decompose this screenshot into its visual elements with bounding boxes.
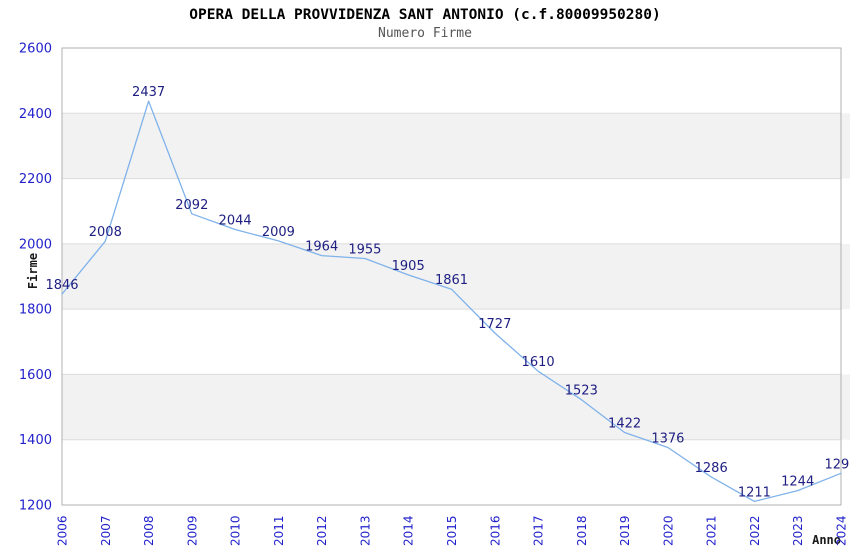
data-label: 1286 [695, 461, 728, 476]
x-tick-label: 2007 [99, 515, 113, 546]
data-label: 1964 [305, 240, 338, 255]
data-line [61, 100, 842, 503]
x-tick-label: 2015 [445, 515, 459, 546]
x-tick-label: 2020 [661, 515, 675, 546]
x-tick-label: 2009 [185, 515, 199, 546]
x-tick-label: 2014 [402, 515, 416, 546]
data-label: 2437 [132, 85, 165, 100]
data-label: 2044 [219, 214, 252, 229]
data-label: 1376 [651, 432, 684, 447]
shaded-band [62, 113, 850, 179]
y-tick-label: 2600 [19, 42, 52, 57]
shaded-band [62, 243, 850, 310]
x-tick-label: 2022 [748, 515, 762, 546]
y-tick-label: 1200 [19, 499, 52, 514]
x-tick-label: 2016 [488, 515, 502, 546]
data-label: 1244 [781, 475, 814, 490]
data-label: 1727 [478, 317, 511, 332]
x-tick-label: 2011 [272, 515, 286, 546]
x-tick-label: 2006 [56, 515, 70, 546]
data-label: 1955 [348, 243, 381, 258]
x-tick-label: 2012 [315, 515, 329, 546]
data-label: 1297 [824, 457, 850, 472]
x-tick-label: 2018 [575, 515, 589, 546]
y-tick-label: 2400 [19, 107, 52, 122]
data-label: 1422 [608, 417, 641, 432]
data-label: 1846 [45, 278, 78, 293]
data-label: 2092 [175, 198, 208, 213]
chart-title: OPERA DELLA PROVVIDENZA SANT ANTONIO (c.… [189, 7, 661, 23]
x-tick-label: 2013 [358, 515, 372, 546]
plot-border [61, 47, 842, 506]
x-tick-label: 2023 [791, 515, 805, 546]
data-label: 1523 [565, 384, 598, 399]
x-tick-label: 2010 [229, 515, 243, 546]
data-label: 1610 [522, 355, 555, 370]
x-tick-label: 2021 [705, 515, 719, 546]
y-tick-label: 1400 [19, 433, 52, 448]
chart-subtitle: Numero Firme [378, 26, 472, 41]
x-tick-label: 2019 [618, 515, 632, 546]
y-tick-label: 1600 [19, 368, 52, 383]
y-tick-label: 2000 [19, 237, 52, 252]
x-axis-title: Anno [812, 533, 841, 547]
data-label: 2008 [89, 225, 122, 240]
x-tick-label: 2008 [142, 515, 156, 546]
data-label: 1905 [392, 259, 425, 274]
x-tick-label: 2024 [835, 515, 849, 546]
x-tick-label: 2017 [532, 515, 546, 546]
data-label: 1211 [738, 485, 771, 500]
data-label: 2009 [262, 225, 295, 240]
y-tick-label: 1800 [19, 303, 52, 318]
data-label: 1861 [435, 273, 468, 288]
y-tick-label: 2200 [19, 172, 52, 187]
shaded-band [62, 374, 850, 440]
